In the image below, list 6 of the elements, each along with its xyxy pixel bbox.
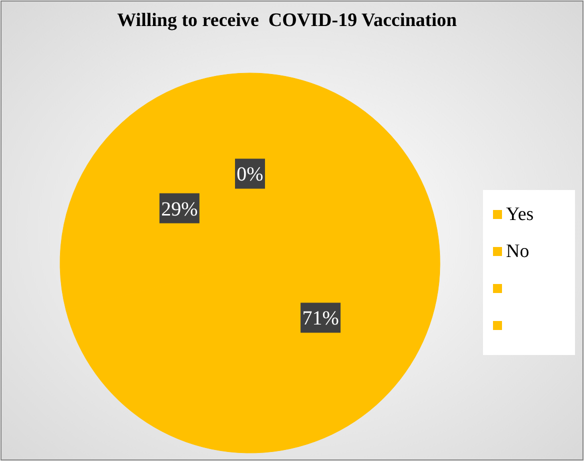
text: 0%	[236, 164, 264, 186]
legend-label: Yes	[506, 204, 534, 225]
data-label: 29%	[161, 198, 198, 220]
data-label: 71%	[302, 308, 339, 330]
chart-title: Willing to receive COVID-19 Vaccination	[117, 10, 458, 31]
legend-label: No	[506, 241, 530, 262]
